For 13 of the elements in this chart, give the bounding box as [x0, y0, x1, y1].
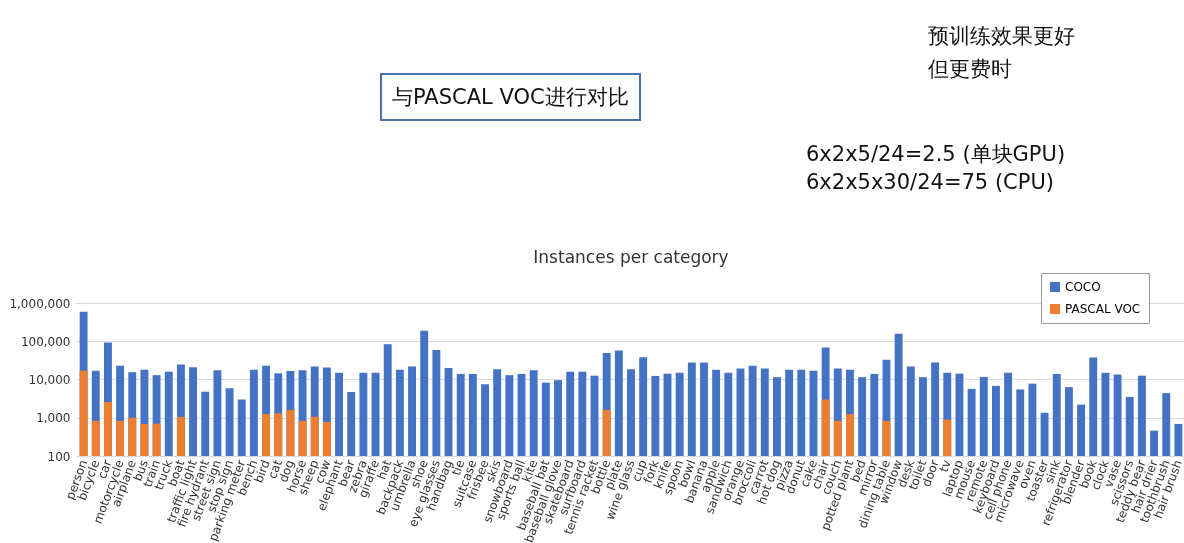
text: 6x2x5/24=2.5 (单块GPU): [806, 141, 1066, 168]
text: 6x2x5x30/24=75 (CPU): [806, 170, 1054, 194]
y-tick-label: 100,000: [20, 334, 71, 349]
text: 预训练效果更好: [928, 23, 1075, 50]
text: 与PASCAL VOC进行对比: [380, 73, 641, 121]
chart-title: Instances per category: [533, 246, 729, 267]
y-tick-label: 100: [47, 449, 71, 464]
legend-label: COCO: [1065, 280, 1101, 294]
legend-label: PASCAL VOC: [1065, 302, 1141, 316]
y-tick-label: 1,000: [36, 411, 71, 426]
y-tick-label: 1,000,000: [9, 296, 71, 311]
y-tick-label: 10,000: [28, 373, 71, 387]
text: 但更费时: [928, 56, 1012, 83]
